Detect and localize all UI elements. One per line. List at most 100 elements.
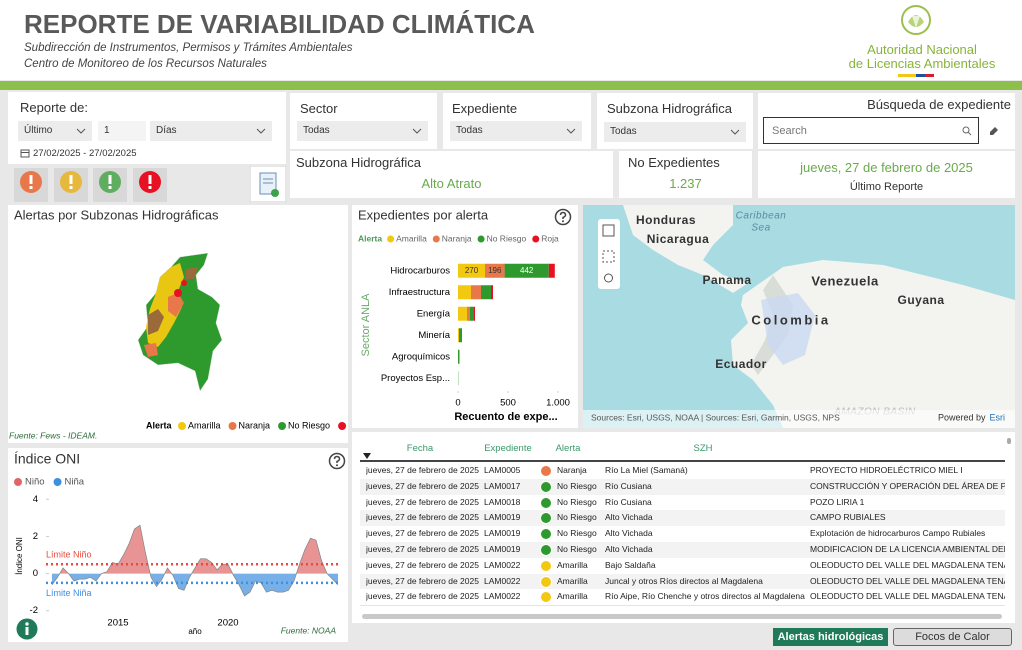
table-cell: POZO LIRIA 1	[810, 496, 865, 507]
help-button[interactable]	[328, 452, 346, 470]
alert-button-orange[interactable]	[14, 168, 48, 202]
column-header: SZH	[693, 443, 713, 454]
region-patch	[148, 309, 164, 335]
logo-emblem	[901, 5, 931, 35]
help-button[interactable]	[554, 208, 572, 226]
legend-label: No Riesgo	[288, 420, 330, 430]
table-cell: jueves, 27 de febrero de 2025	[366, 528, 479, 539]
dropdown[interactable]: Todas	[450, 121, 582, 141]
legend-marker	[387, 235, 395, 243]
x-tick-label: 0	[455, 398, 460, 409]
region-patch	[174, 289, 182, 297]
dropdown[interactable]: Todas	[297, 121, 428, 141]
table-cell: jueves, 27 de febrero de 2025	[366, 496, 479, 507]
table-cell: LAM0019	[484, 544, 521, 554]
legend-marker	[278, 422, 287, 430]
table-cell: No Riesgo	[557, 528, 597, 539]
toolbar	[598, 219, 620, 289]
chevron	[412, 128, 422, 134]
table-panel: Fecha Expediente Alerta SZH jueves, 27 de fe…	[352, 432, 1015, 623]
oni-panel: Índice ONI Niño Niña -2 0 2 4 2015 2020 año Índice…	[8, 448, 348, 642]
tool-button[interactable]	[602, 224, 615, 237]
table-cell: MODIFICACION DE LA LICENCIA AMBIENTAL DE…	[810, 544, 1005, 554]
alert-icon	[540, 528, 552, 541]
alert-icon	[540, 512, 552, 525]
legend-marker	[432, 235, 440, 243]
table-cell: LAM0018	[484, 496, 521, 507]
dropdown-value: Todas	[456, 125, 483, 136]
scrollbar-v[interactable]	[1007, 438, 1011, 444]
alert-button-yellow[interactable]	[54, 168, 88, 202]
y-tick-label: Hidrocarburos	[390, 265, 450, 276]
table-cell: LAM0005	[484, 465, 521, 475]
search-card: Búsqueda de expediente Search	[758, 93, 1015, 149]
alert-button-red[interactable]	[133, 168, 167, 202]
place-label: Honduras	[636, 213, 696, 227]
chevron	[76, 128, 86, 134]
expedientes-card: No Expedientes 1.237	[619, 151, 752, 198]
search-box[interactable]: Search	[763, 117, 979, 144]
dropdown[interactable]: Último	[18, 121, 92, 141]
table-cell: CAMPO RUBIALES	[810, 512, 886, 523]
dropdown-value: Último	[24, 125, 53, 136]
logo-text: Autoridad Nacional	[867, 42, 977, 57]
table-cell: Explotación de hidrocarburos Campo Rubia…	[810, 528, 986, 539]
table-cell: Amarilla	[557, 559, 588, 570]
header-band	[0, 81, 1022, 90]
sort-icon[interactable]	[363, 453, 371, 459]
scrollbar-h[interactable]	[362, 614, 1002, 619]
line	[51, 524, 339, 597]
x-axis-label: año	[188, 627, 202, 636]
input-value: 1	[104, 125, 110, 136]
legend-marker	[532, 235, 540, 243]
table-cell: jueves, 27 de febrero de 2025	[366, 559, 479, 570]
bar-segment	[467, 306, 470, 321]
highlight-area	[761, 293, 815, 365]
dropdown[interactable]: Días	[150, 121, 272, 141]
number-input[interactable]: 1	[98, 121, 146, 141]
clear-button[interactable]	[988, 124, 1000, 136]
bar-segment	[459, 328, 462, 343]
bar-segment	[548, 263, 555, 278]
dropdown[interactable]: Todas	[604, 122, 746, 142]
card-label: Subzona Hidrográfica	[296, 155, 422, 170]
land	[623, 205, 748, 293]
bar-segment	[491, 285, 493, 300]
table-cell: CONSTRUCCIÓN Y OPERACIÓN DEL ÁREA DE POZ…	[810, 480, 1005, 491]
legend-label: No Riesgo	[487, 233, 527, 243]
header: REPORTE DE VARIABILIDAD CLIMÁTICA Subdir…	[0, 0, 1022, 80]
info-button[interactable]	[16, 618, 38, 640]
report-filter: Reporte de: Último 1 Días 27/02/2025 - 2…	[8, 92, 286, 164]
dropdown-value: Días	[156, 125, 177, 136]
legend-label: Naranja	[442, 233, 472, 243]
tab-active[interactable]: Alertas hidrológicas	[773, 628, 888, 646]
table-cell: Amarilla	[557, 575, 588, 586]
bar-segment	[458, 349, 460, 364]
y-tick-label: Infraestructura	[389, 287, 451, 298]
table-cell: Alto Vichada	[605, 528, 653, 539]
data-label: 442	[520, 266, 534, 275]
legend-marker	[178, 422, 186, 430]
legend-label: Amarilla	[396, 233, 427, 243]
card-value: 1.237	[669, 176, 702, 191]
table-cell: jueves, 27 de febrero de 2025	[366, 575, 479, 586]
tool-button[interactable]	[602, 250, 615, 263]
bar-segment	[471, 285, 481, 300]
report-button[interactable]	[250, 166, 286, 202]
table-cell: jueves, 27 de febrero de 2025	[366, 512, 479, 523]
table-cell: LAM0017	[484, 480, 521, 491]
region-patch	[186, 267, 198, 279]
attribution: Sources: Esri, USGS, NOAA | Sources: Esr…	[591, 412, 840, 422]
alert-button-green[interactable]	[93, 168, 127, 202]
table-cell: Alto Vichada	[605, 544, 653, 554]
tool-button[interactable]	[604, 273, 613, 283]
y-tick-label: 4	[33, 494, 38, 505]
tab[interactable]: Focos de Calor	[893, 628, 1012, 646]
source: Fuente: Fews - IDEAM.	[9, 430, 97, 440]
legend-marker	[53, 478, 62, 486]
calendar-icon	[20, 149, 30, 158]
bar-segment	[470, 306, 474, 321]
filter-label: Sector	[300, 101, 338, 116]
legend-marker	[14, 478, 22, 486]
